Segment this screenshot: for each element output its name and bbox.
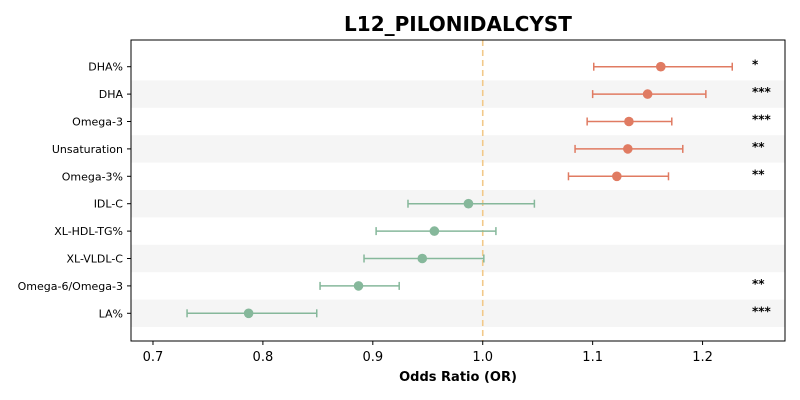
x-tick-label: 1.0	[472, 350, 493, 365]
point-estimate	[429, 226, 440, 236]
point-estimate	[642, 89, 653, 99]
point-estimate	[417, 253, 428, 264]
row-label: Omega-3%	[62, 170, 123, 183]
x-tick-label: 0.8	[253, 350, 274, 365]
row-label: LA%	[99, 307, 123, 320]
forest-row	[407, 198, 536, 209]
row-label: Omega-3	[72, 116, 123, 129]
significance-labels: ****************	[752, 58, 772, 319]
significance-label: *	[752, 58, 759, 72]
point-estimate	[612, 171, 622, 182]
significance-label: **	[752, 140, 765, 154]
x-tick-label: 0.7	[143, 350, 164, 365]
forest-row	[592, 61, 733, 72]
significance-label: **	[752, 167, 765, 181]
row-label: DHA	[99, 88, 124, 101]
point-estimate	[353, 281, 364, 291]
forest-row	[363, 253, 485, 264]
x-tick-label: 1.2	[692, 350, 713, 365]
point-estimate	[463, 198, 474, 209]
row-label: Unsaturation	[52, 143, 123, 156]
row-label: IDL-C	[94, 198, 124, 211]
point-estimate	[624, 116, 634, 127]
x-tick-label: 1.1	[582, 350, 603, 365]
forest-row	[567, 171, 670, 182]
x-axis-ticks: 0.7 0.8 0.9 1.0 1.1 1.2	[143, 341, 713, 365]
row-label: Omega-6/Omega-3	[18, 280, 123, 293]
row-label: DHA%	[88, 61, 123, 74]
forest-row	[186, 308, 318, 319]
significance-label: **	[752, 277, 765, 291]
point-estimate	[655, 61, 666, 72]
plot-frame	[130, 39, 786, 342]
forest-row	[586, 116, 673, 127]
forest-row	[375, 226, 497, 236]
x-axis-label: Odds Ratio (OR)	[399, 370, 517, 385]
significance-label: ***	[752, 304, 772, 318]
row-band	[131, 135, 785, 163]
forest-row	[319, 281, 400, 291]
forest-row	[574, 144, 684, 154]
significance-label: ***	[752, 113, 772, 127]
x-tick-label: 0.9	[362, 350, 383, 365]
point-estimate	[623, 144, 633, 154]
chart-title: L12_PILONIDALCYST	[344, 12, 572, 36]
row-label: XL-VLDL-C	[66, 253, 123, 266]
chart-marks	[186, 61, 733, 319]
y-axis-labels: DHA% DHA Omega-3 Unsaturation Omega-3% IDL-C X…	[18, 61, 131, 320]
row-label: XL-HDL-TG%	[54, 225, 123, 238]
forest-row	[591, 89, 707, 99]
significance-label: ***	[752, 85, 772, 99]
point-estimate	[243, 308, 254, 319]
